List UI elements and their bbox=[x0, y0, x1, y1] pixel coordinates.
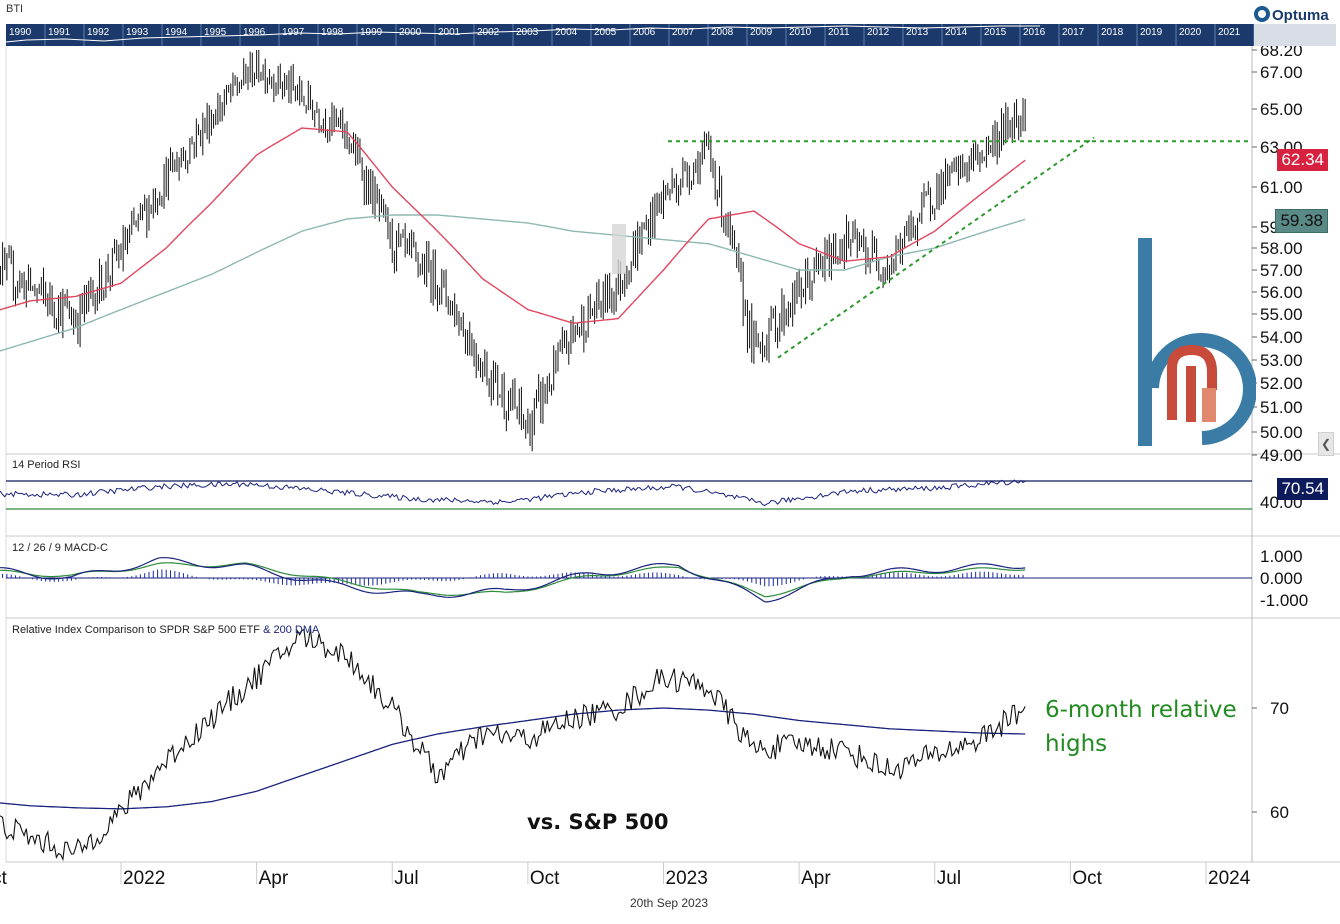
main-chart[interactable]: 68.2067.0065.0063.0061.0059.0058.0057.00… bbox=[0, 46, 1340, 916]
ma200-line bbox=[0, 214, 1026, 352]
relative-panel-title-suffix: & 200 DMA bbox=[263, 624, 320, 636]
x-axis-label: Jul bbox=[937, 868, 961, 889]
price-bars bbox=[0, 50, 1026, 452]
overview-year-label: 2020 bbox=[1179, 27, 1202, 38]
x-axis-label: Oct bbox=[530, 868, 560, 889]
x-axis-label: 2022 bbox=[123, 868, 165, 889]
macd-tick-label: 0.000 bbox=[1260, 569, 1303, 588]
overview-year-label: 2015 bbox=[984, 27, 1007, 38]
relative-highs-annotation: 6-month relative highs bbox=[1045, 693, 1237, 761]
overview-year-label: 1994 bbox=[165, 27, 188, 38]
highlight-bar bbox=[612, 224, 626, 274]
macd-signal-line bbox=[0, 562, 1026, 598]
overview-year-label: 2021 bbox=[1218, 27, 1241, 38]
price-tick-label: 51.00 bbox=[1260, 398, 1303, 417]
brand-logo-icon bbox=[1138, 238, 1256, 446]
price-tick-label: 50.00 bbox=[1260, 423, 1303, 442]
x-axis-label: Apr bbox=[801, 868, 831, 889]
overview-year-label: 2016 bbox=[1023, 27, 1046, 38]
x-axis-label: 2024 bbox=[1208, 868, 1251, 889]
overview-year-label: 2019 bbox=[1140, 27, 1163, 38]
overview-year-label: 2004 bbox=[555, 27, 578, 38]
price-tick-label: 52.00 bbox=[1260, 374, 1303, 393]
price-tick-label: 65.00 bbox=[1260, 100, 1303, 119]
overview-year-label: 1995 bbox=[204, 27, 227, 38]
price-tick-label: 49.00 bbox=[1260, 446, 1303, 465]
price-tick-label: 61.00 bbox=[1260, 178, 1303, 197]
scroll-left-button[interactable]: ❮ bbox=[1318, 432, 1334, 456]
support-trendline bbox=[777, 136, 1095, 359]
price-tick-label: 67.00 bbox=[1260, 63, 1303, 82]
annotation-line-2: highs bbox=[1045, 731, 1108, 757]
macd-tick-label: 1.000 bbox=[1260, 547, 1303, 566]
rsi-value-badge: 70.54 bbox=[1277, 478, 1328, 500]
relative-index-line bbox=[0, 628, 1026, 862]
overview-year-label: 2007 bbox=[672, 27, 695, 38]
overview-year-label: 2018 bbox=[1101, 27, 1124, 38]
overview-year-label: 2001 bbox=[438, 27, 461, 38]
overview-year-label: 1997 bbox=[282, 27, 305, 38]
overview-year-label: 2013 bbox=[906, 27, 929, 38]
macd-tick-label: -1.000 bbox=[1260, 591, 1308, 610]
overview-year-label: 1993 bbox=[126, 27, 149, 38]
annotation-line-1: 6-month relative bbox=[1045, 697, 1237, 723]
overview-year-label: 2011 bbox=[828, 27, 850, 38]
overview-future-region bbox=[1254, 24, 1336, 46]
last-price-badge: 62.34 bbox=[1277, 149, 1328, 171]
ma50-line bbox=[0, 127, 1026, 324]
x-axis-label: Oct bbox=[0, 868, 8, 889]
overview-year-label: 2009 bbox=[750, 27, 773, 38]
x-axis-label: Jul bbox=[394, 868, 418, 889]
price-tick-label: 68.20 bbox=[1260, 46, 1303, 60]
overview-year-label: 1991 bbox=[48, 27, 71, 38]
overview-year-label: 2003 bbox=[516, 27, 539, 38]
rsi-line bbox=[0, 479, 1026, 507]
overview-sparkline bbox=[6, 25, 1040, 43]
relative-tick-label: 60 bbox=[1270, 803, 1289, 822]
price-tick-label: 54.00 bbox=[1260, 328, 1303, 347]
overview-year-label: 1992 bbox=[87, 27, 110, 38]
macd-panel-title: 12 / 26 / 9 MACD-C bbox=[12, 542, 108, 554]
relative-200dma-line bbox=[0, 707, 1026, 810]
price-tick-label: 58.00 bbox=[1260, 239, 1303, 258]
relative-tick-label: 70 bbox=[1270, 699, 1289, 718]
relative-panel-title: Relative Index Comparison to SPDR S&P 50… bbox=[12, 624, 319, 636]
overview-year-label: 1990 bbox=[9, 27, 32, 38]
x-axis-label: Oct bbox=[1072, 868, 1102, 889]
overview-year-label: 1998 bbox=[321, 27, 344, 38]
price-tick-label: 53.00 bbox=[1260, 351, 1303, 370]
price-tick-label: 57.00 bbox=[1260, 261, 1303, 280]
overview-year-label: 2010 bbox=[789, 27, 812, 38]
chart-date-label: 20th Sep 2023 bbox=[630, 896, 709, 910]
overview-strip[interactable]: 1990 1991 1992 1993 1994 1995 1996 1997 1998 1999… bbox=[6, 24, 1336, 46]
price-tick-label: 55.00 bbox=[1260, 305, 1303, 324]
overview-year-label: 2005 bbox=[594, 27, 617, 38]
vs-sp500-label: vs. S&P 500 bbox=[527, 810, 669, 834]
overview-year-label: 1996 bbox=[243, 27, 266, 38]
price-tick-label: 56.00 bbox=[1260, 283, 1303, 302]
optuma-logo: Optuma bbox=[1252, 3, 1338, 25]
symbol-label: BTI bbox=[6, 3, 24, 15]
overview-year-label: 2014 bbox=[945, 27, 968, 38]
rsi-panel-title: 14 Period RSI bbox=[12, 459, 81, 471]
overview-year-label: 2012 bbox=[867, 27, 890, 38]
optuma-logo-icon: Optuma bbox=[1254, 6, 1329, 24]
relative-panel-title-main: Relative Index Comparison to SPDR S&P 50… bbox=[12, 624, 261, 636]
overview-year-label: 2008 bbox=[711, 27, 734, 38]
overview-year-label: 2017 bbox=[1062, 27, 1085, 38]
x-axis-label: Apr bbox=[259, 868, 289, 889]
optuma-logo-text: Optuma bbox=[1272, 7, 1329, 24]
macd-line bbox=[0, 557, 1026, 603]
overview-year-label: 2006 bbox=[633, 27, 656, 38]
ma200-badge: 59.38 bbox=[1275, 209, 1328, 233]
x-axis-label: 2023 bbox=[666, 868, 708, 889]
